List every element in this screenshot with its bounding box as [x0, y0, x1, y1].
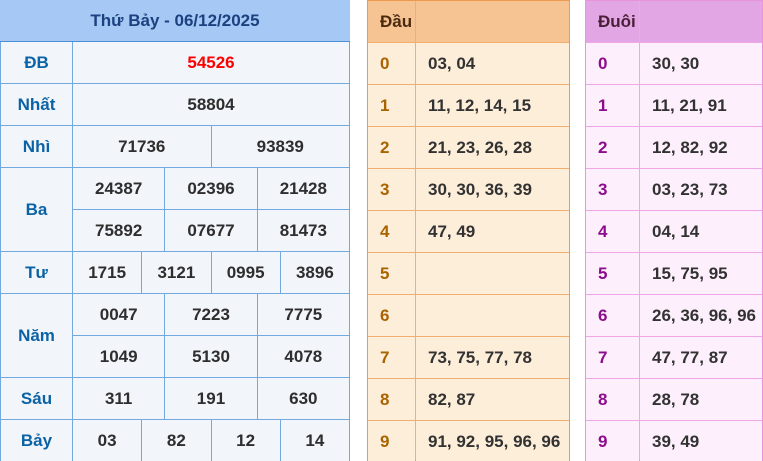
prize-value: 4078	[257, 336, 349, 377]
dau-values: 03, 04	[416, 43, 569, 84]
prize-value: 7775	[257, 294, 349, 335]
dau-values: 47, 49	[416, 211, 569, 252]
duoi-header-label: Đuôi	[586, 1, 639, 42]
prize-value: 75892	[73, 210, 165, 251]
prize-value: 54526	[73, 42, 349, 83]
prize-value: 58804	[73, 84, 349, 125]
prize-value: 81473	[257, 210, 349, 251]
dau-digit: 0	[368, 43, 415, 84]
dau-values: 82, 87	[416, 379, 569, 420]
prize-value: 03	[73, 420, 142, 461]
duoi-table: Đuôi 0 30, 30 1 11, 21, 91 2 12, 82, 92 3 03, 23…	[585, 0, 763, 461]
prize-label: Năm	[1, 294, 72, 377]
prize-value: 07677	[165, 210, 257, 251]
dau-values: 30, 30, 36, 39	[416, 169, 569, 210]
dau-digit: 7	[368, 337, 415, 378]
duoi-values: 03, 23, 73	[640, 169, 762, 210]
duoi-digit: 8	[586, 379, 639, 420]
prize-value: 5130	[165, 336, 257, 377]
dau-digit: 8	[368, 379, 415, 420]
prize-value: 191	[165, 378, 257, 419]
prize-label: Ba	[1, 168, 72, 251]
duoi-values: 12, 82, 92	[640, 127, 762, 168]
duoi-digit: 0	[586, 43, 639, 84]
prize-label: Bảy	[1, 420, 72, 461]
prize-value: 24387	[73, 168, 165, 209]
duoi-digit: 9	[586, 421, 639, 461]
dau-grid: Đầu 0 03, 04 1 11, 12, 14, 15 2 21, 23, 26, 28…	[367, 0, 570, 461]
duoi-values: 11, 21, 91	[640, 85, 762, 126]
dau-header-spacer	[416, 1, 569, 42]
duoi-digit: 2	[586, 127, 639, 168]
dau-table: Đầu 0 03, 04 1 11, 12, 14, 15 2 21, 23, 26, 28…	[367, 0, 570, 461]
prize-value: 1049	[73, 336, 165, 377]
prize-value: 630	[257, 378, 349, 419]
duoi-digit: 1	[586, 85, 639, 126]
dau-values: 11, 12, 14, 15	[416, 85, 569, 126]
prize-label: Sáu	[1, 378, 72, 419]
prize-value: 12	[211, 420, 280, 461]
duoi-digit: 6	[586, 295, 639, 336]
dau-values	[416, 253, 569, 294]
duoi-values: 04, 14	[640, 211, 762, 252]
prize-value: 311	[73, 378, 165, 419]
duoi-digit: 4	[586, 211, 639, 252]
prize-label: ĐB	[1, 42, 72, 83]
duoi-values: 30, 30	[640, 43, 762, 84]
duoi-digit: 5	[586, 253, 639, 294]
dau-digit: 2	[368, 127, 415, 168]
prize-value: 82	[142, 420, 211, 461]
prize-value: 1715	[73, 252, 142, 293]
duoi-values: 26, 36, 96, 96	[640, 295, 762, 336]
duoi-grid: Đuôi 0 30, 30 1 11, 21, 91 2 12, 82, 92 3 03, 23…	[585, 0, 763, 461]
dau-digit: 9	[368, 421, 415, 461]
prize-value: 0047	[73, 294, 165, 335]
results-date-header: Thứ Bảy - 06/12/2025	[0, 0, 350, 42]
dau-header-label: Đầu	[368, 1, 415, 42]
prize-value: 71736	[73, 126, 211, 167]
prize-value: 21428	[257, 168, 349, 209]
prize-value: 14	[280, 420, 349, 461]
dau-digit: 6	[368, 295, 415, 336]
prize-value: 3896	[280, 252, 349, 293]
prize-value: 93839	[211, 126, 349, 167]
prize-label: Tư	[1, 252, 72, 293]
prize-value: 7223	[165, 294, 257, 335]
prize-label: Nhất	[1, 84, 72, 125]
dau-values	[416, 295, 569, 336]
duoi-digit: 3	[586, 169, 639, 210]
prize-value: 3121	[142, 252, 211, 293]
dau-digit: 5	[368, 253, 415, 294]
duoi-values: 28, 78	[640, 379, 762, 420]
dau-values: 73, 75, 77, 78	[416, 337, 569, 378]
prize-value: 0995	[211, 252, 280, 293]
dau-values: 21, 23, 26, 28	[416, 127, 569, 168]
dau-values: 91, 92, 95, 96, 96	[416, 421, 569, 461]
dau-digit: 4	[368, 211, 415, 252]
duoi-values: 15, 75, 95	[640, 253, 762, 294]
prize-results-grid: ĐB 54526 Nhất 58804 Nhì 71736 93839 Ba 24387 0239…	[0, 42, 350, 461]
prize-label: Nhì	[1, 126, 72, 167]
prize-value: 02396	[165, 168, 257, 209]
duoi-header-spacer	[640, 1, 762, 42]
dau-digit: 3	[368, 169, 415, 210]
duoi-values: 47, 77, 87	[640, 337, 762, 378]
duoi-values: 39, 49	[640, 421, 762, 461]
prize-results-table: Thứ Bảy - 06/12/2025 ĐB 54526 Nhất 58804 Nhì…	[0, 0, 350, 461]
duoi-digit: 7	[586, 337, 639, 378]
dau-digit: 1	[368, 85, 415, 126]
